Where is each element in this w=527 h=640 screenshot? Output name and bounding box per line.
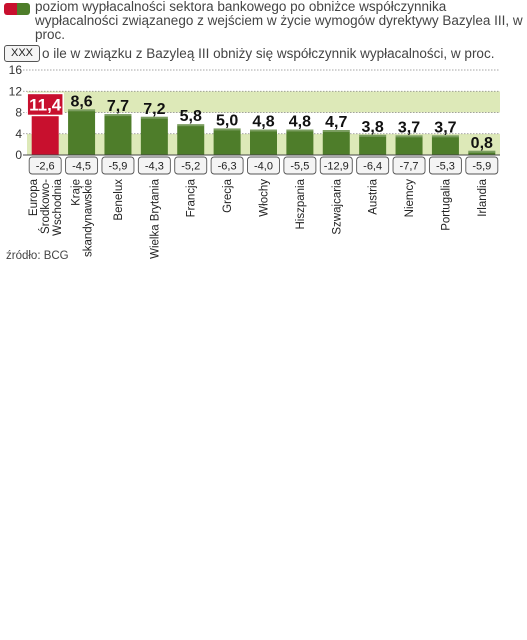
bar (177, 124, 205, 155)
category-label: Niemcy (404, 179, 416, 218)
bar (359, 134, 387, 155)
bar-top-shine (322, 130, 350, 133)
value-label: 8,6 (70, 93, 92, 110)
bar-top-shine (359, 134, 387, 137)
reduction-box (247, 156, 280, 175)
category-label: Szwajcaria (331, 178, 343, 234)
reduction-label: -4,5 (72, 161, 91, 173)
reduction-label: -6,3 (218, 161, 237, 173)
category-label: Portugalia (440, 178, 452, 230)
reduction-box (210, 156, 244, 175)
category-label: skandynawskie (83, 179, 95, 257)
reduction-label: -2,6 (36, 161, 55, 173)
legend-box-text: o ile w związku z Bazyleą III obniży się… (42, 46, 495, 61)
reduction-box (101, 156, 135, 175)
bar (322, 130, 350, 155)
bar (68, 109, 96, 155)
category-label: Irlandia (477, 178, 489, 216)
legend: poziom wypłacalności sektora bankowego p… (4, 0, 524, 62)
category-label: Wschodnia (52, 178, 64, 235)
source-note: źródło: BCG (6, 250, 69, 262)
reduction-box (28, 156, 62, 175)
reduction-box (137, 156, 171, 175)
reduction-label: -5,3 (436, 161, 455, 173)
category-label: Wielka Brytania (149, 178, 161, 258)
bar-top-shine (250, 129, 277, 132)
value-label: 5,8 (180, 108, 202, 125)
reduction-box (319, 156, 353, 175)
reduction-label: -6,4 (363, 161, 382, 173)
value-label: 4,8 (289, 114, 311, 131)
legend-row-main: poziom wypłacalności sektora bankowego p… (4, 0, 524, 42)
reduction-box (465, 156, 499, 175)
bar (140, 116, 168, 155)
category-label: Francja (186, 178, 198, 217)
bar-top-shine (395, 135, 423, 138)
bar (250, 129, 277, 155)
bar-top-shine (468, 150, 496, 153)
category-label: Benelux (113, 179, 125, 221)
category-label: Grecja (222, 178, 234, 212)
y-tick-label: 8 (15, 106, 22, 120)
category-label: Środkowo- (39, 179, 52, 234)
reduction-label: -5,9 (108, 161, 127, 173)
bar (104, 114, 132, 155)
value-label: 7,7 (107, 98, 129, 115)
reduction-box (428, 156, 462, 175)
bar (395, 135, 423, 155)
bar (213, 128, 241, 155)
reduction-box (65, 156, 99, 175)
y-tick-label: 0 (15, 148, 22, 162)
value-label: 7,2 (143, 101, 165, 118)
reduction-box (356, 156, 390, 175)
y-tick-label: 16 (9, 63, 23, 77)
value-label: 11,4 (29, 95, 62, 114)
reduction-label: -7,7 (400, 161, 419, 173)
reduction-label: -4,3 (145, 161, 164, 173)
bar (286, 129, 314, 155)
reduction-box (283, 156, 317, 175)
value-label: 0,8 (471, 135, 493, 152)
bar-top-shine (68, 109, 96, 112)
legend-box-sample: XXX (4, 45, 41, 62)
category-label: Austria (368, 178, 380, 214)
reduction-box (392, 156, 426, 175)
reduction-label: -5,5 (290, 161, 309, 173)
reduction-label: -4,0 (254, 161, 273, 173)
value-label: 4,8 (252, 114, 274, 131)
value-label: 3,7 (434, 119, 456, 136)
grid-band (27, 91, 500, 113)
value-label: 5,0 (216, 112, 238, 129)
bar-top-shine (213, 128, 241, 131)
reduction-label: -5,9 (472, 161, 491, 173)
legend-main-text: poziom wypłacalności sektora bankowego p… (35, 0, 523, 42)
category-label: Europa (28, 178, 40, 216)
legend-swatch (4, 3, 30, 15)
value-label: 4,7 (325, 114, 347, 131)
category-label: Włochy (259, 179, 271, 217)
bar-top-shine (177, 124, 205, 127)
category-label: Hiszpania (295, 178, 307, 229)
bar-top-shine (431, 135, 459, 138)
y-tick-label: 4 (15, 127, 22, 141)
bar-top-shine (286, 129, 314, 132)
value-label-bg (26, 92, 64, 117)
bar (431, 135, 459, 155)
value-label: 3,7 (398, 119, 420, 136)
grid-band (27, 70, 500, 92)
bar-top-shine (140, 116, 168, 119)
reduction-box (174, 156, 208, 175)
value-label: 3,8 (362, 119, 384, 136)
bar-top-shine (104, 114, 132, 117)
reduction-label: -12,9 (324, 161, 349, 173)
reduction-label: -5,2 (181, 161, 200, 173)
bar-chart: 0 4 8 12 16 11,4 -2,6 Europa Środkowo- Wschodnia 8… (9, 63, 500, 259)
bar (468, 150, 496, 155)
legend-row-box: XXX o ile w związku z Bazyleą III obniży… (4, 45, 524, 62)
y-tick-label: 12 (9, 84, 23, 98)
category-label: Kraje (71, 179, 83, 206)
